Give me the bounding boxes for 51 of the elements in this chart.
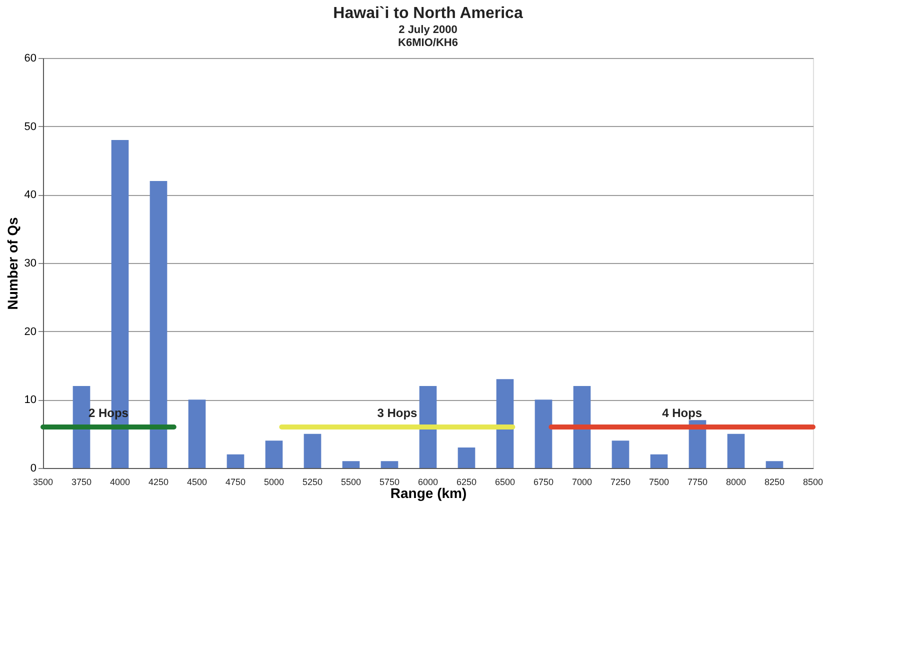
- y-tick-label: 50: [24, 120, 36, 133]
- bar: [419, 386, 437, 468]
- x-tick-label: 8500: [802, 477, 824, 487]
- x-tick-label: 6000: [418, 477, 438, 487]
- y-axis-title: Number of Qs: [4, 217, 20, 310]
- x-tick-label: 5500: [340, 477, 362, 487]
- x-tick-label: 4750: [225, 477, 246, 487]
- y-tick-label: 40: [24, 189, 36, 202]
- x-tick-label: 3750: [71, 477, 92, 487]
- x-tick-label: 3500: [32, 477, 54, 487]
- x-tick-label: 5250: [302, 477, 323, 487]
- bar: [650, 454, 668, 468]
- bar: [458, 448, 476, 468]
- x-tick-label: 6750: [533, 477, 554, 487]
- bar: [226, 454, 244, 468]
- y-tick-label: 20: [24, 326, 36, 338]
- x-tick-label: 5000: [264, 477, 284, 487]
- bar: [612, 440, 630, 468]
- y-tick-label: 10: [24, 394, 36, 406]
- bar: [342, 461, 360, 468]
- x-tick-label: 6500: [494, 477, 516, 487]
- x-tick-label: 8000: [726, 477, 746, 487]
- x-tick-label: 7750: [687, 477, 708, 487]
- bar: [380, 461, 398, 468]
- bar: [188, 400, 206, 468]
- series-label: 3 Hops: [377, 406, 418, 420]
- bar: [304, 434, 322, 468]
- series-label: 4 Hops: [662, 406, 702, 420]
- chart-subtitle: 2 July 2000 K6MIO/KH6: [398, 24, 458, 49]
- x-tick-label: 4000: [110, 477, 130, 487]
- x-tick-label: 7500: [648, 477, 670, 487]
- x-tick-label: 4250: [148, 477, 169, 487]
- bar: [727, 434, 745, 468]
- bar: [265, 440, 283, 468]
- bar: [573, 386, 591, 468]
- x-axis-title: Range (km): [390, 485, 467, 501]
- bar: [150, 181, 168, 468]
- x-tick-label: 5750: [379, 477, 400, 487]
- bar: [534, 400, 552, 468]
- y-tick-label: 60: [24, 52, 36, 64]
- chart-title: Hawai`i to North America: [333, 5, 523, 22]
- x-tick-label: 8250: [764, 477, 785, 487]
- y-tick-label: 0: [30, 462, 36, 474]
- x-tick-label: 7000: [572, 477, 592, 487]
- y-tick-label: 30: [24, 258, 36, 270]
- bar: [496, 379, 514, 468]
- bar: [72, 386, 90, 468]
- x-tick-label: 6250: [456, 477, 477, 487]
- x-tick-label: 4500: [186, 477, 208, 487]
- bar: [766, 461, 784, 468]
- x-tick-label: 7250: [610, 477, 631, 487]
